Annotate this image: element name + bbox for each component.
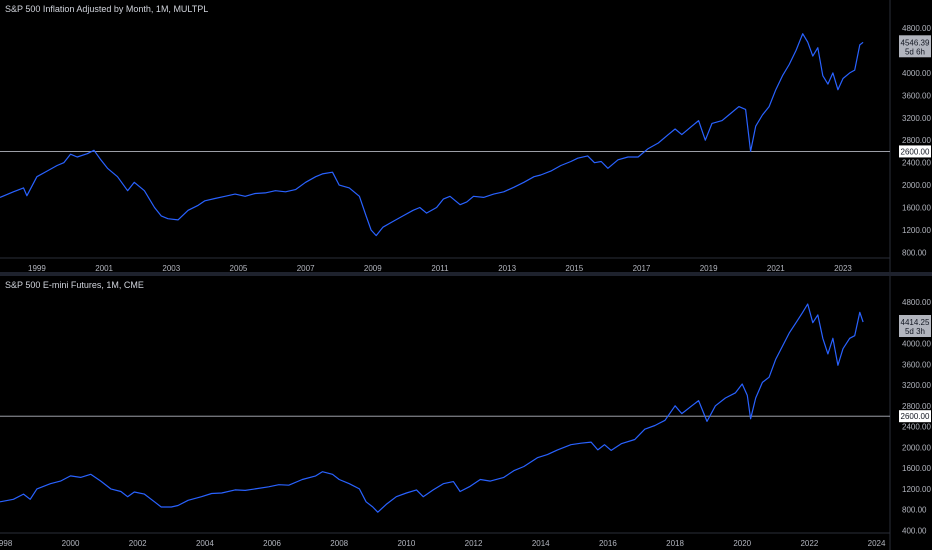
chart-pane-emini-futures[interactable]: 400.00 800.00 1200.00 1600.00 2000.00 2400.00… (0, 276, 932, 550)
y-tick-label: 400.00 (902, 526, 927, 535)
y-tick-label: 3600.00 (902, 91, 931, 100)
hline-price-label: 2600.00 (901, 147, 930, 156)
x-tick-label: 2017 (633, 264, 651, 272)
pane-divider[interactable] (0, 272, 932, 276)
x-tick-label: 2020 (733, 539, 751, 548)
x-tick-label: 2007 (297, 264, 315, 272)
x-tick-label: 2013 (498, 264, 516, 272)
hline-price-label-bg (899, 410, 931, 423)
last-price-label: 4546.39 (901, 38, 930, 47)
x-tick-label: 2012 (465, 539, 483, 548)
y-tick-label: 4800.00 (902, 24, 931, 33)
y-tick-label: 1600.00 (902, 204, 931, 213)
y-tick-label: 800.00 (902, 248, 927, 257)
x-tick-label: 2011 (431, 264, 449, 272)
x-tick-label: 2001 (95, 264, 113, 272)
x-tick-label: 2008 (330, 539, 348, 548)
x-tick-label: 2014 (532, 539, 550, 548)
last-price-label: 4414.25 (901, 318, 930, 327)
x-tick-label: 2000 (62, 539, 80, 548)
x-tick-label: 2023 (834, 264, 852, 272)
x-tick-label: 2022 (800, 539, 818, 548)
y-tick-label: 3200.00 (902, 114, 931, 123)
chart-pane-inflation-adjusted[interactable]: 800.00 1200.00 1600.00 2000.00 2400.00 2800.0… (0, 0, 932, 272)
chart-title-bottom: S&P 500 E-mini Futures, 1M, CME (5, 280, 144, 290)
chart-svg-bottom[interactable]: 400.00 800.00 1200.00 1600.00 2000.00 2400.00… (0, 276, 932, 550)
x-tick-label: 2005 (230, 264, 248, 272)
y-tick-label: 4800.00 (902, 298, 931, 307)
y-tick-label: 1200.00 (902, 226, 931, 235)
x-tick-label: 2010 (397, 539, 415, 548)
bar-countdown-label: 5d 6h (905, 47, 925, 56)
y-tick-label: 3600.00 (902, 360, 931, 369)
x-tick-label: 2015 (565, 264, 583, 272)
x-tick-label: 2006 (263, 539, 281, 548)
x-tick-label: 1998 (0, 539, 13, 548)
x-tick-label: 2021 (767, 264, 785, 272)
x-tick-label: 2024 (868, 539, 886, 548)
y-tick-label: 4000.00 (902, 339, 931, 348)
chart-title-top: S&P 500 Inflation Adjusted by Month, 1M,… (5, 4, 209, 14)
x-tick-label: 2004 (196, 539, 214, 548)
x-tick-label: 2016 (599, 539, 617, 548)
last-price-label-bg (899, 315, 931, 338)
y-tick-label: 4000.00 (902, 69, 931, 78)
x-tick-label: 2002 (129, 539, 147, 548)
y-tick-label: 2000.00 (902, 443, 931, 452)
y-tick-label: 2400.00 (902, 159, 931, 168)
y-tick-label: 2800.00 (902, 136, 931, 145)
price-series-line[interactable] (0, 33, 864, 237)
x-tick-label: 2003 (162, 264, 180, 272)
y-tick-label: 3200.00 (902, 381, 931, 390)
price-series-line[interactable] (0, 303, 864, 513)
bar-countdown-label: 5d 3h (905, 327, 925, 336)
y-tick-label: 800.00 (902, 506, 927, 515)
hline-price-label-bg (899, 145, 931, 158)
y-tick-label: 1200.00 (902, 485, 931, 494)
chart-svg-top[interactable]: 800.00 1200.00 1600.00 2000.00 2400.00 2800.0… (0, 0, 932, 272)
hline-price-label: 2600.00 (901, 412, 930, 421)
y-tick-label: 2000.00 (902, 181, 931, 190)
x-tick-label: 2009 (364, 264, 382, 272)
y-tick-label: 1600.00 (902, 464, 931, 473)
y-tick-label: 2800.00 (902, 402, 931, 411)
x-tick-label: 1999 (28, 264, 46, 272)
x-tick-label: 2019 (700, 264, 718, 272)
last-price-label-bg (899, 35, 931, 58)
y-tick-label: 2400.00 (902, 423, 931, 432)
x-tick-label: 2018 (666, 539, 684, 548)
